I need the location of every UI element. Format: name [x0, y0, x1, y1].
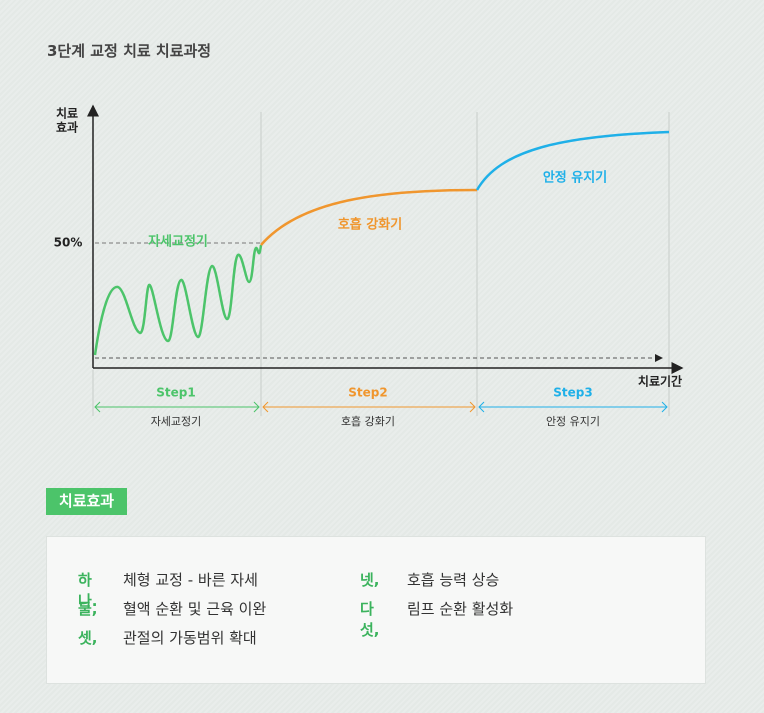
- item-marker: 다섯,: [360, 600, 380, 639]
- phase2-curve: [260, 188, 478, 246]
- item-marker: 하나.: [78, 571, 98, 610]
- process-diagram: 치료 효과 50% 치료기간 자세교정기 호흡 강화기 안정 유지기 Step1…: [54, 104, 684, 428]
- item-marker: 셋,: [78, 629, 98, 647]
- step-name: 자세교정기: [151, 415, 202, 428]
- step-label: Step2: [348, 386, 387, 400]
- curve-label: 안정 유지기: [543, 170, 607, 186]
- item-text: 혈액 순환 및 근육 이완: [123, 600, 267, 618]
- y-axis-label: 효과: [56, 120, 78, 135]
- curve-label: 자세교정기: [148, 234, 208, 250]
- y-axis-label: 치료: [56, 106, 78, 121]
- y-marker: 50%: [54, 236, 83, 250]
- step-label: Step1: [156, 386, 195, 400]
- item-text: 림프 순환 활성화: [407, 600, 514, 618]
- title: 3단계 교정 치료 치료과정: [47, 42, 212, 60]
- step-name: 안정 유지기: [546, 415, 600, 428]
- step-brackets: [94, 401, 668, 413]
- curve-label: 호흡 강화기: [338, 217, 402, 233]
- phase1-curve: [93, 244, 263, 356]
- item-marker: 둘,: [78, 600, 98, 618]
- item-text: 관절의 가동범위 확대: [123, 629, 257, 647]
- section-title: 치료효과: [46, 488, 127, 515]
- item-marker: 넷,: [360, 571, 380, 589]
- phase-dividers: [92, 112, 670, 416]
- step-name: 호흡 강화기: [341, 414, 395, 428]
- phase3-curve: [475, 130, 670, 191]
- item-text: 체형 교정 - 바른 자세: [123, 571, 258, 589]
- x-axis-label: 치료기간: [638, 374, 682, 389]
- effects-panel: 하나. 체형 교정 - 바른 자세 둘, 혈액 순환 및 근육 이완 셋, 관절의 가…: [46, 536, 706, 684]
- step-label: Step3: [553, 386, 592, 400]
- item-text: 호흡 능력 상승: [407, 571, 500, 589]
